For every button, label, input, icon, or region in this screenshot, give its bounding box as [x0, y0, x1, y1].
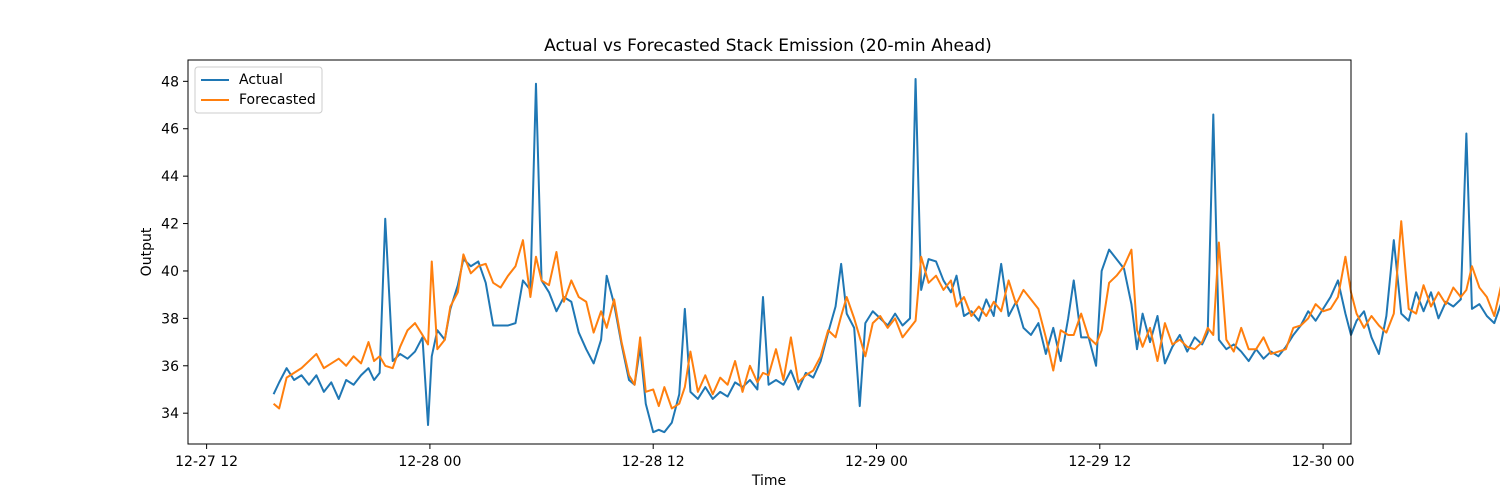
legend-label-forecasted: Forecasted — [239, 92, 316, 108]
plot-frame — [187, 59, 1352, 445]
axes: 12-27 12 12-28 00 12-28 12 12-29 00 12-29 12… — [161, 74, 1355, 470]
y-tick-label: 44 — [161, 169, 179, 185]
series-line-actual — [272, 77, 1500, 434]
legend-box — [194, 66, 323, 114]
y-tick-label: 48 — [161, 74, 179, 90]
x-tick-label: 12-28 12 — [622, 454, 685, 470]
y-tick-label: 36 — [161, 359, 179, 375]
x-tick-label: 12-27 12 — [175, 454, 238, 470]
x-tick-label: 12-29 00 — [845, 454, 908, 470]
y-tick-label: 40 — [161, 264, 179, 280]
chart-title: Actual vs Forecasted Stack Emission (20-… — [544, 36, 992, 56]
y-tick-label: 42 — [161, 217, 179, 233]
plot-area — [272, 77, 1500, 434]
y-tick-label: 34 — [161, 406, 179, 422]
x-tick-label: 12-30 00 — [1292, 454, 1355, 470]
legend-label-actual: Actual — [239, 72, 283, 88]
x-tick-label: 12-28 00 — [398, 454, 461, 470]
y-tick-label: 38 — [161, 311, 179, 327]
y-tick-label: 46 — [161, 122, 179, 138]
legend: Actual Forecasted — [194, 66, 323, 114]
x-axis-label: Time — [751, 473, 786, 489]
y-axis-label: Output — [139, 227, 155, 276]
series-line-forecasted — [272, 220, 1500, 410]
x-tick-label: 12-29 12 — [1068, 454, 1131, 470]
